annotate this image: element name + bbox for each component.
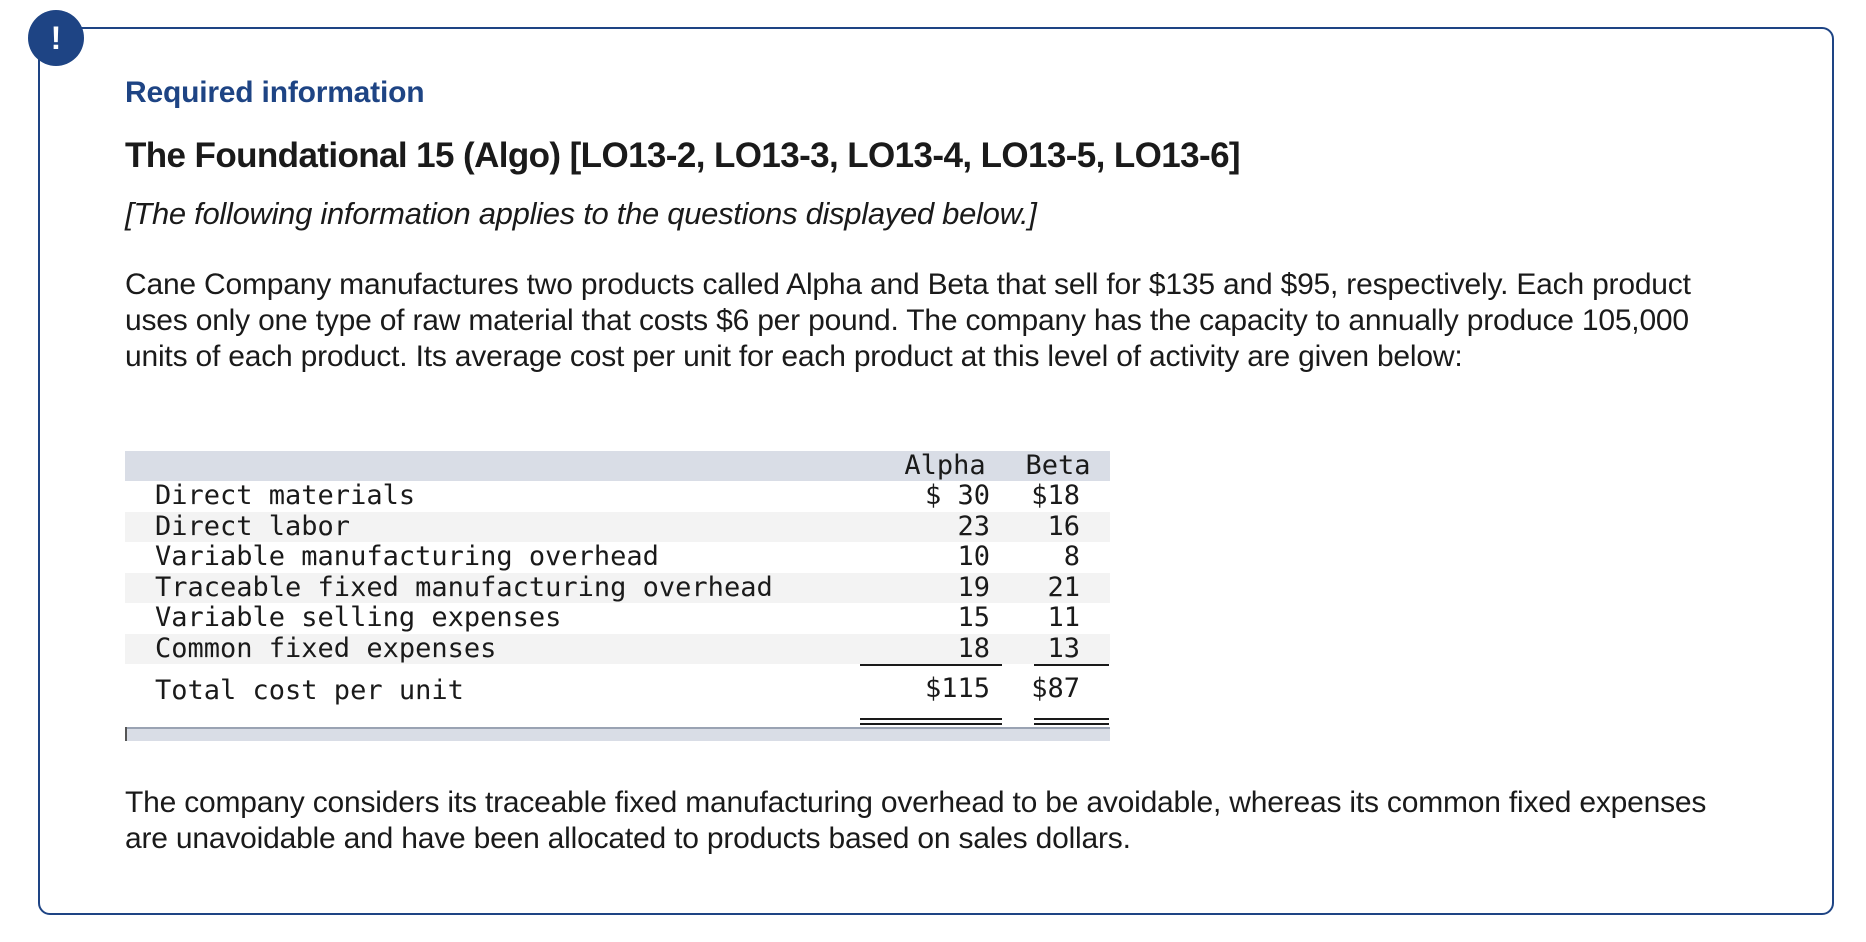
row-label: Variable selling expenses	[155, 602, 562, 633]
alpha-value: 15	[957, 602, 990, 633]
row-label: Variable manufacturing overhead	[155, 541, 659, 572]
alpha-value: 10	[957, 541, 990, 572]
table-row: Variable selling expenses 15 11	[125, 603, 1110, 634]
applies-note: [The following information applies to th…	[125, 196, 1037, 231]
table-footer-tick	[125, 727, 127, 741]
total-label: Total cost per unit	[155, 675, 464, 706]
alpha-value: 23	[957, 510, 990, 542]
beta-value: 13	[1047, 632, 1080, 664]
problem-title: The Foundational 15 (Algo) [LO13-2, LO13…	[125, 136, 1241, 175]
table-footer-bar	[125, 727, 1110, 741]
beta-subtotal-rule	[1034, 664, 1109, 666]
intro-paragraph: Cane Company manufactures two products c…	[125, 268, 1691, 373]
column-header-beta: Beta	[1025, 450, 1091, 481]
alpha-total: $115	[924, 673, 990, 704]
table-row: Common fixed expenses 18 13	[125, 632, 1110, 664]
table-header-row: Alpha Beta	[125, 451, 1110, 481]
alpha-value: 18	[957, 632, 990, 664]
table-row: Direct materials $ 30 $18	[125, 481, 1110, 512]
beta-total: $87	[1031, 673, 1080, 704]
column-header-alpha: Alpha	[904, 450, 986, 481]
cost-per-unit-table: Alpha Beta Direct materials $ 30 $18 Dir…	[125, 451, 1110, 726]
beta-value: 11	[1047, 602, 1080, 633]
alpha-subtotal-rule	[860, 664, 1002, 666]
row-label: Common fixed expenses	[155, 632, 497, 664]
beta-value: $18	[1031, 480, 1080, 511]
beta-double-underline	[1034, 718, 1109, 725]
row-label: Direct materials	[155, 480, 416, 511]
alpha-value: $ 30	[924, 480, 990, 511]
required-information-label: Required information	[125, 76, 425, 109]
row-label: Traceable fixed manufacturing overhead	[155, 571, 773, 603]
alpha-value: 19	[957, 571, 990, 603]
beta-value: 21	[1047, 571, 1080, 603]
beta-value: 8	[1063, 541, 1080, 572]
row-label: Direct labor	[155, 510, 351, 542]
table-row: Traceable fixed manufacturing overhead 1…	[125, 571, 1110, 603]
alpha-double-underline	[860, 718, 1002, 725]
total-row: Total cost per unit $115 $87	[125, 664, 1110, 726]
closing-paragraph: The company considers its traceable fixe…	[125, 786, 1707, 855]
alert-exclamation-icon: !	[28, 10, 84, 66]
table-row: Direct labor 23 16	[125, 510, 1110, 542]
table-row: Variable manufacturing overhead 10 8	[125, 542, 1110, 573]
beta-value: 16	[1047, 510, 1080, 542]
